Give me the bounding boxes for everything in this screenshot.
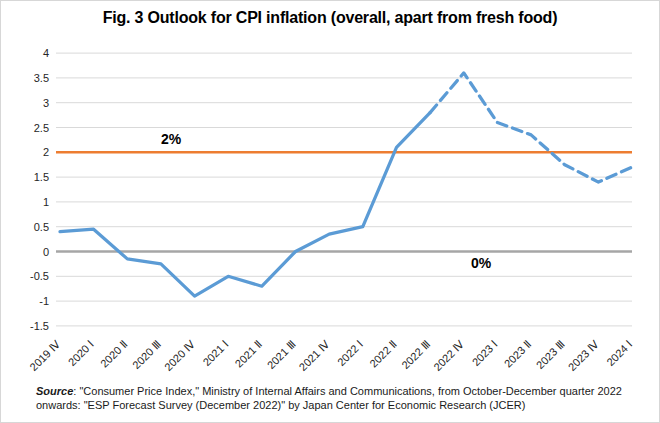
reference-line-label: 0% <box>471 255 492 271</box>
y-axis-tick-label: 0.5 <box>34 221 49 233</box>
y-axis-tick-label: 4 <box>43 47 49 59</box>
cpi-line-chart-canvas: 43.532.521.510.50-0.5-1-1.52019 Ⅳ2020 Ⅰ2… <box>1 1 660 423</box>
source-text: : "Consumer Price Index," Ministry of In… <box>36 385 622 411</box>
y-axis-tick-label: 1 <box>43 196 49 208</box>
x-axis-tick-label: 2020 Ⅲ <box>130 338 163 371</box>
x-axis-tick-label: 2022 Ⅰ <box>335 338 365 368</box>
x-axis-tick-label: 2020 Ⅳ <box>162 337 198 373</box>
x-axis-tick-label: 2022 Ⅳ <box>431 337 467 373</box>
y-axis-tick-label: 0 <box>43 246 49 258</box>
figure-frame: Fig. 3 Outlook for CPI inflation (overal… <box>0 0 660 423</box>
y-axis-tick-label: 1.5 <box>34 171 49 183</box>
x-axis-tick-label: 2021 Ⅰ <box>200 338 230 368</box>
y-axis-tick-label: 3.5 <box>34 72 49 84</box>
source-note: Source: "Consumer Price Index," Ministry… <box>36 385 644 413</box>
y-axis-tick-label: 3 <box>43 97 49 109</box>
y-axis-tick-label: 2 <box>43 146 49 158</box>
x-axis-tick-label: 2020 Ⅱ <box>98 338 130 370</box>
x-axis-tick-label: 2023 Ⅳ <box>566 337 602 373</box>
data-series-line <box>60 113 430 297</box>
reference-line-label: 2% <box>161 131 182 147</box>
x-axis-tick-label: 2024 Ⅰ <box>604 338 634 368</box>
x-axis-tick-label: 2019 Ⅳ <box>27 337 63 373</box>
source-label: Source <box>36 385 73 397</box>
x-axis-tick-label: 2020 Ⅰ <box>66 338 96 368</box>
x-axis-tick-label: 2021 Ⅲ <box>265 338 298 371</box>
y-axis-tick-label: -1 <box>39 295 49 307</box>
x-axis-tick-label: 2023 Ⅱ <box>502 338 534 370</box>
y-axis-tick-label: -1.5 <box>30 320 49 332</box>
x-axis-tick-label: 2023 Ⅲ <box>534 338 567 371</box>
x-axis-tick-label: 2021 Ⅱ <box>233 338 265 370</box>
x-axis-tick-label: 2022 Ⅱ <box>367 338 399 370</box>
y-axis-tick-label: 2.5 <box>34 122 49 134</box>
y-axis-tick-label: -0.5 <box>30 270 49 282</box>
x-axis-tick-label: 2021 Ⅳ <box>296 337 332 373</box>
x-axis-tick-label: 2023 Ⅰ <box>470 338 500 368</box>
x-axis-tick-label: 2022 Ⅲ <box>399 338 432 371</box>
